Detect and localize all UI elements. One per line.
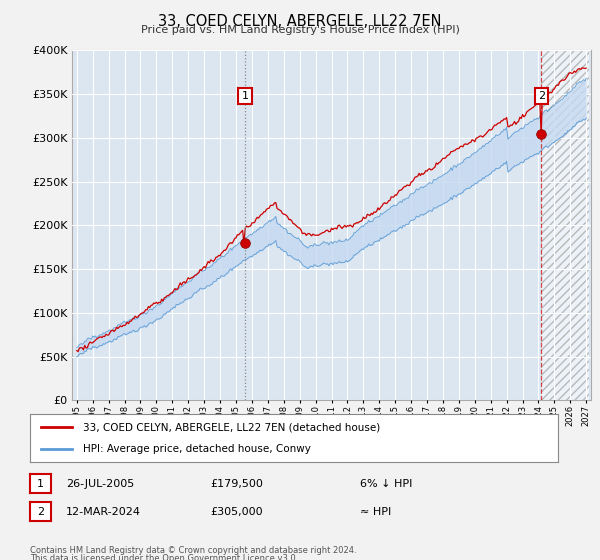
Text: HPI: Average price, detached house, Conwy: HPI: Average price, detached house, Conw… <box>83 444 311 454</box>
Text: 33, COED CELYN, ABERGELE, LL22 7EN: 33, COED CELYN, ABERGELE, LL22 7EN <box>158 14 442 29</box>
Bar <box>541 50 589 400</box>
Text: 6% ↓ HPI: 6% ↓ HPI <box>360 479 412 489</box>
Text: £179,500: £179,500 <box>210 479 263 489</box>
Text: 1: 1 <box>241 91 248 101</box>
Text: Price paid vs. HM Land Registry's House Price Index (HPI): Price paid vs. HM Land Registry's House … <box>140 25 460 35</box>
Text: This data is licensed under the Open Government Licence v3.0.: This data is licensed under the Open Gov… <box>30 554 298 560</box>
Text: £305,000: £305,000 <box>210 507 263 517</box>
Text: ≈ HPI: ≈ HPI <box>360 507 391 517</box>
Bar <box>541 50 589 400</box>
Text: 26-JUL-2005: 26-JUL-2005 <box>66 479 134 489</box>
Text: 1: 1 <box>37 479 44 488</box>
Text: 33, COED CELYN, ABERGELE, LL22 7EN (detached house): 33, COED CELYN, ABERGELE, LL22 7EN (deta… <box>83 422 380 432</box>
Text: Contains HM Land Registry data © Crown copyright and database right 2024.: Contains HM Land Registry data © Crown c… <box>30 546 356 555</box>
Text: 12-MAR-2024: 12-MAR-2024 <box>66 507 141 517</box>
Text: 2: 2 <box>37 507 44 516</box>
Text: 2: 2 <box>538 91 545 101</box>
